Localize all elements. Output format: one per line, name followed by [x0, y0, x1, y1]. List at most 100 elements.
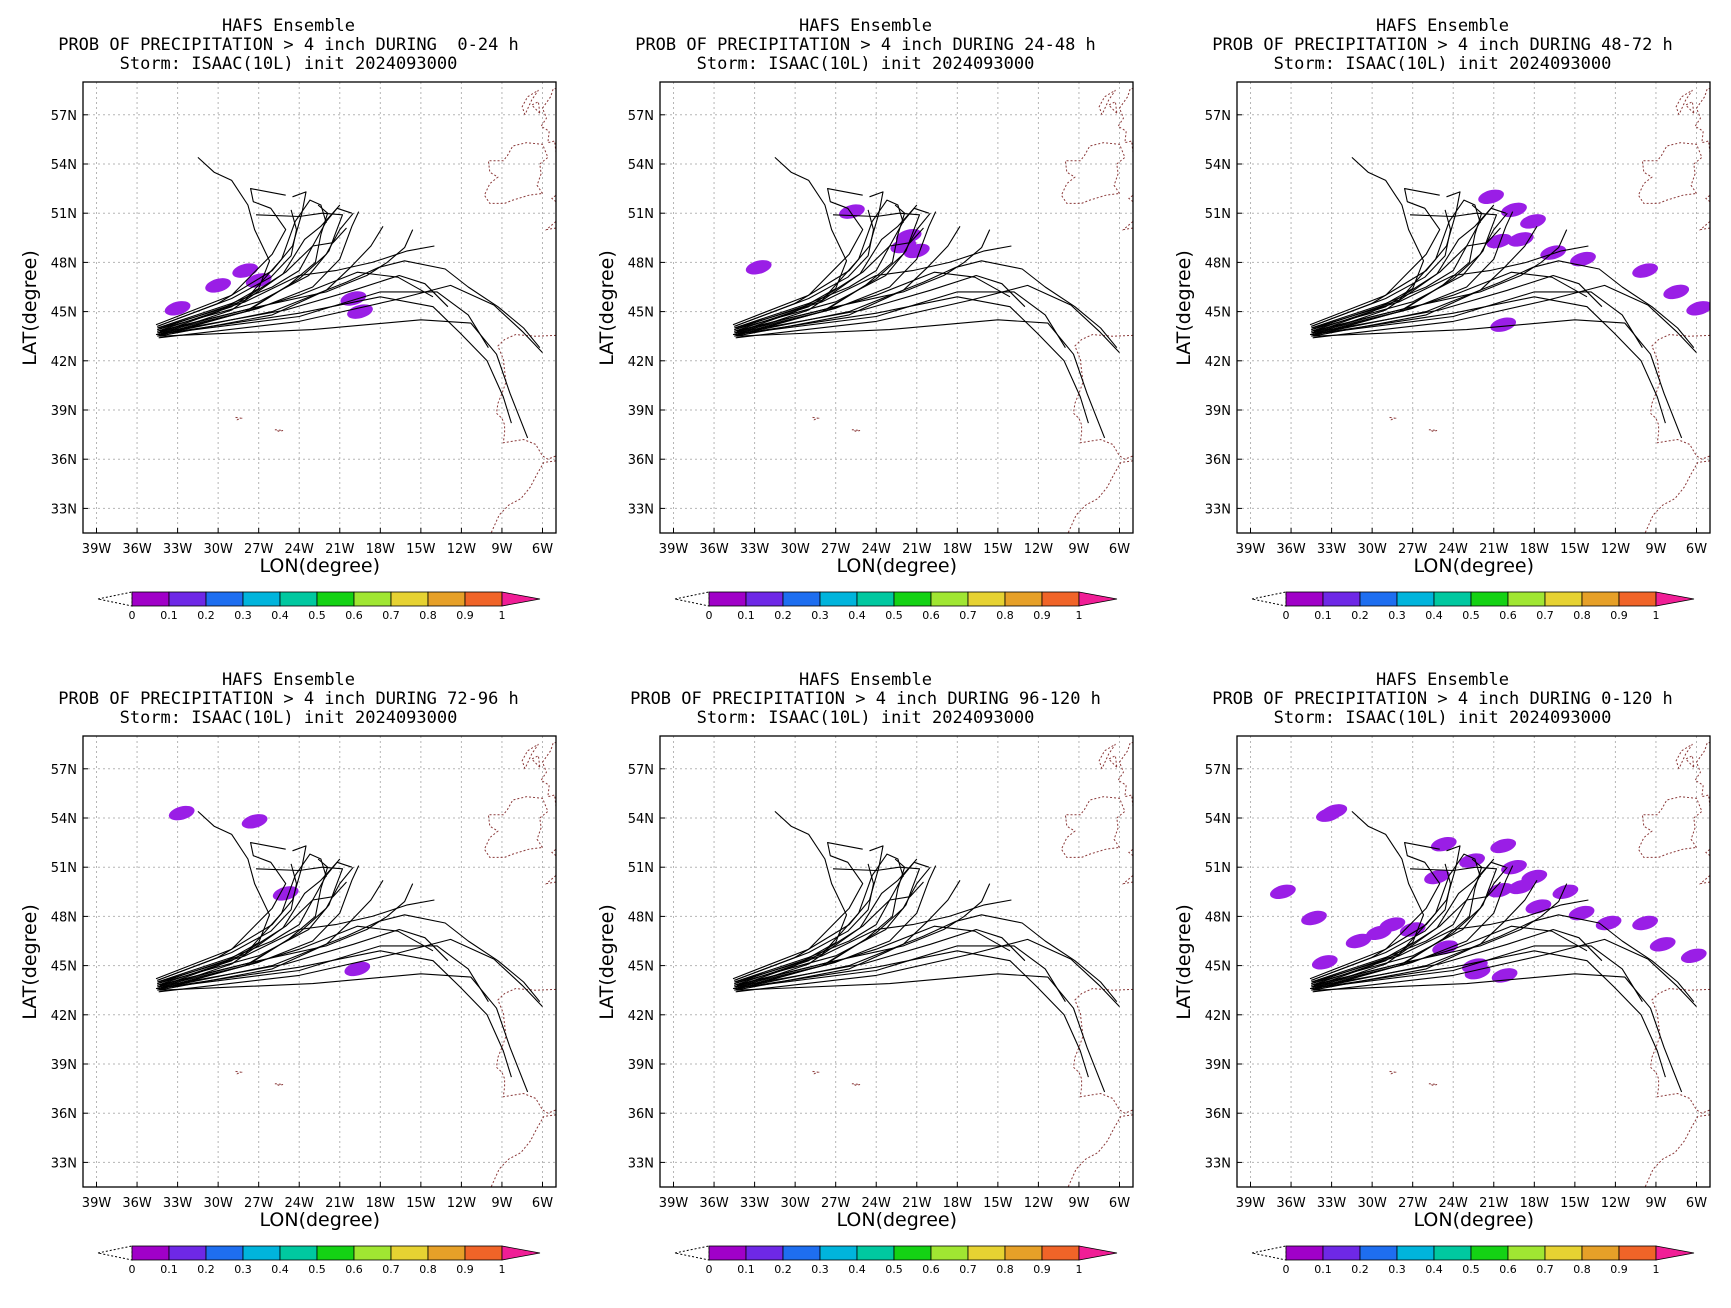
track-line	[734, 199, 904, 331]
x-tick-label: 6W	[1109, 542, 1130, 557]
coastline-segment	[1698, 860, 1710, 885]
y-tick-label: 39N	[51, 1058, 77, 1073]
y-tick-label: 51N	[1205, 861, 1231, 876]
track-line	[159, 319, 529, 439]
precip-area	[205, 278, 231, 293]
x-tick-label: 15W	[1560, 542, 1590, 557]
colorbar-swatch	[1544, 1245, 1583, 1261]
coastline-segment	[1060, 796, 1126, 858]
colorbar-swatch	[782, 1245, 821, 1261]
colorbar-swatch	[1322, 591, 1361, 607]
coastline-segment	[1637, 796, 1703, 858]
x-tick-label: 15W	[406, 1196, 436, 1211]
y-tick-label: 33N	[628, 502, 654, 517]
track-line	[157, 211, 360, 336]
precip-area	[1424, 869, 1450, 885]
colorbar-over-arrow	[1655, 591, 1695, 607]
track-line	[734, 296, 1089, 424]
axis-ticks: 39W 36W 33W 30W 27W 24W 21W 18W 15W 12W 9W 6W 33N 36N…	[51, 763, 553, 1211]
coastline-segment	[540, 742, 556, 807]
y-tick-label: 54N	[628, 158, 654, 173]
track-line	[734, 229, 991, 332]
colorbar-swatch	[967, 1245, 1006, 1261]
colorbar-label: 0.8	[419, 1263, 437, 1276]
colorbar-swatch	[856, 1245, 895, 1261]
colorbar: 0 0.1 0.2 0.3 0.4 0.5 0.6 0.7 0.8 0.9 1	[97, 1245, 541, 1276]
track-line	[734, 883, 991, 986]
x-tick-label: 9W	[1645, 542, 1666, 557]
track-line	[158, 274, 449, 334]
x-tick-label: 36W	[699, 1196, 729, 1211]
colorbar-swatch	[390, 1245, 429, 1261]
chart-subtitle: PROB OF PRECIPITATION > 4 inch DURING 0-…	[1212, 689, 1673, 709]
colorbar-swatch	[427, 1245, 466, 1261]
colorbar: 0 0.1 0.2 0.3 0.4 0.5 0.6 0.7 0.8 0.9 1	[97, 591, 541, 622]
y-axis-title: LAT(degree)	[596, 903, 618, 1020]
precip-area	[168, 805, 195, 821]
coastline-segment	[1117, 88, 1133, 153]
track-line	[1313, 204, 1483, 332]
colorbar-label: 0.5	[885, 1263, 903, 1276]
x-tick-label: 30W	[203, 1196, 233, 1211]
colorbar-label: 0.5	[885, 609, 903, 622]
coastline-segment	[812, 1070, 821, 1075]
coastline-segment	[555, 254, 556, 266]
coastline-segment	[490, 1114, 556, 1187]
colorbar-swatch	[1004, 1245, 1043, 1261]
coastline-segment	[1649, 334, 1710, 460]
x-tick-label: 30W	[780, 1196, 810, 1211]
y-tick-label: 57N	[51, 763, 77, 778]
coastline-segment	[1107, 100, 1118, 114]
track-line	[1311, 209, 1452, 327]
colorbar-label: 1	[499, 1263, 506, 1276]
colorbar-swatch	[390, 591, 429, 607]
precip-area	[1501, 859, 1527, 875]
track-line	[158, 861, 353, 990]
coastline-segment	[1121, 860, 1133, 885]
ensemble-tracks	[1309, 156, 1697, 439]
x-tick-label: 27W	[244, 1196, 274, 1211]
colorbar-label: 0.9	[456, 1263, 474, 1276]
colorbar-label: 0.1	[160, 609, 178, 622]
colorbar-swatch	[242, 591, 281, 607]
colorbar-swatch	[279, 1245, 318, 1261]
coastline-segment	[1684, 754, 1695, 768]
coastline	[812, 742, 1133, 1187]
colorbar-label: 0.7	[959, 609, 977, 622]
colorbar-label: 0.5	[1462, 1263, 1480, 1276]
track-line	[159, 858, 329, 986]
ensemble-tracks	[732, 810, 1120, 1093]
colorbar-under-arrow	[674, 1245, 710, 1261]
colorbar-swatch	[1470, 1245, 1509, 1261]
y-tick-label: 39N	[628, 404, 654, 419]
precip-area	[903, 243, 930, 259]
track-line	[1313, 858, 1483, 986]
chart-storm-line: Storm: ISAAC(10L) init 2024093000	[119, 708, 458, 728]
x-tick-label: 6W	[1686, 542, 1707, 557]
x-tick-label: 9W	[1645, 1196, 1666, 1211]
track-line	[158, 899, 435, 983]
track-line	[1313, 973, 1683, 1093]
colorbar-label: 0.1	[1314, 1263, 1332, 1276]
chart-panel-6: HAFS Ensemble PROB OF PRECIPITATION > 4 i…	[1154, 654, 1731, 1308]
track-line	[157, 925, 434, 988]
track-line	[736, 204, 906, 332]
precip-area	[245, 273, 272, 288]
coastline-segment	[490, 460, 556, 533]
track-line	[734, 863, 875, 981]
track-line	[158, 880, 384, 991]
x-tick-label: 27W	[821, 542, 851, 557]
x-axis-title: LON(degree)	[1413, 555, 1535, 577]
coastline-segment	[1067, 1114, 1133, 1187]
map-plot: 39W 36W 33W 30W 27W 24W 21W 18W 15W 12W 9W 6W 33N 36N…	[51, 81, 557, 622]
coastline-segment	[1705, 848, 1710, 857]
colorbar-swatch	[1359, 1245, 1398, 1261]
x-tick-label: 6W	[532, 542, 553, 557]
chart-subtitle: PROB OF PRECIPITATION > 4 inch DURING 96…	[630, 689, 1101, 709]
track-line	[1312, 245, 1589, 329]
chart-title: HAFS Ensemble	[798, 16, 933, 36]
colorbar-swatch	[930, 591, 969, 607]
colorbar-label: 0	[1283, 1263, 1290, 1276]
colorbar-label: 0.7	[1536, 609, 1554, 622]
x-tick-label: 27W	[821, 1196, 851, 1211]
